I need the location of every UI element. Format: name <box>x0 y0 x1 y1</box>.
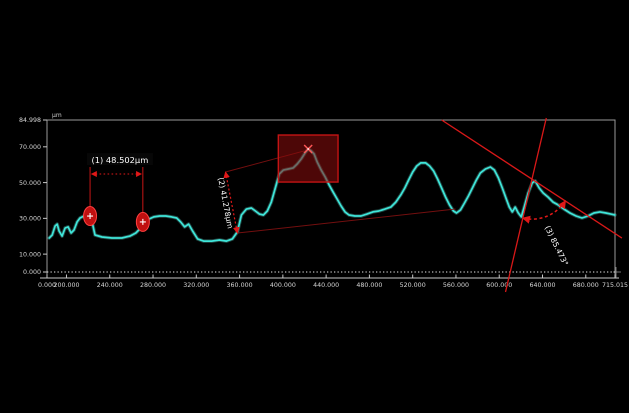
leader-line <box>237 208 456 234</box>
y-tick-label: 84.998 <box>19 117 41 124</box>
y-tick-label: 30.000 <box>19 216 41 223</box>
profile-trace <box>48 148 616 242</box>
angle-line-b[interactable] <box>441 119 623 239</box>
x-tick-label: 520.000 <box>400 282 426 289</box>
peak-cross-center-dot <box>307 148 310 150</box>
x-tick-label: 360.000 <box>227 282 253 289</box>
zoom-region-rect[interactable] <box>277 134 339 183</box>
x-tick-label: 600.000 <box>486 282 512 289</box>
distance-2-measure-line[interactable] <box>223 171 240 234</box>
y-tick-label: 10.000 <box>19 251 41 258</box>
distance-2-label[interactable]: (2) 41.278μm <box>216 177 235 230</box>
x-tick-label: 200.000 <box>53 282 79 289</box>
y-tick-label: 0.000 <box>23 269 41 276</box>
x-tick-label: 640.000 <box>529 282 555 289</box>
distance-1-label[interactable]: (1) 48.502μm <box>92 155 149 165</box>
angle-3-label[interactable]: (3) 85.473° <box>543 224 570 267</box>
x-axis-end-mark <box>613 267 621 278</box>
x-tick-label: 240.000 <box>97 282 123 289</box>
y-tick-label: 70.000 <box>19 144 41 151</box>
plot-border <box>46 119 616 278</box>
x-tick-label: 0.000 <box>38 282 56 289</box>
angle-line-a[interactable] <box>504 117 547 293</box>
x-tick-label: 280.000 <box>140 282 166 289</box>
x-tick-label: 680.000 <box>573 282 599 289</box>
y-axis-unit-label: μm <box>52 112 62 119</box>
x-tick-label: 715.015 <box>602 282 628 289</box>
distance-marker-cross-icon <box>139 218 146 225</box>
angle-arc[interactable] <box>521 200 567 224</box>
x-tick-label: 560.000 <box>443 282 469 289</box>
distance-marker-cross-icon <box>87 213 94 220</box>
x-tick-label: 480.000 <box>356 282 382 289</box>
x-tick-label: 320.000 <box>183 282 209 289</box>
y-tick-label: 50.000 <box>19 180 41 187</box>
x-tick-label: 400.000 <box>270 282 296 289</box>
x-tick-label: 440.000 <box>313 282 339 289</box>
distance-1-label-bg <box>86 153 153 166</box>
